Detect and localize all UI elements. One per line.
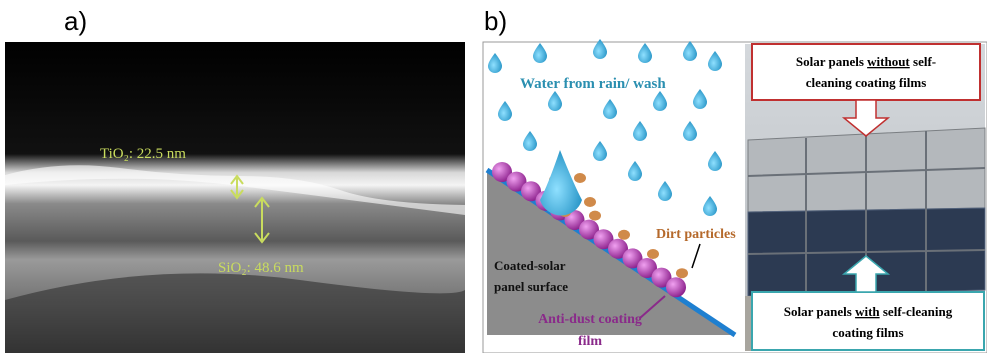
dirt xyxy=(618,230,630,240)
dirt xyxy=(589,211,601,221)
figure: a) TiO₂: 22.5 nm SiO₂: 48.6 nm b) Water … xyxy=(0,0,987,353)
panel-label: a) xyxy=(64,6,87,36)
dirt-label: Dirt particles xyxy=(656,227,736,242)
dirt xyxy=(676,268,688,278)
text-part: coating films xyxy=(832,325,903,340)
sio2-label: SiO₂: 48.6 nm xyxy=(218,260,304,276)
tio2-label: TiO₂: 22.5 nm xyxy=(100,146,186,162)
text-part: self- xyxy=(910,54,936,69)
dirt xyxy=(647,249,659,259)
text-part: without xyxy=(867,54,910,69)
text-part: Solar panels xyxy=(784,304,855,319)
text-part: self-cleaning xyxy=(880,304,953,319)
text-part: Solar panels xyxy=(796,54,867,69)
dirt xyxy=(574,173,586,183)
label-line: panel surface xyxy=(494,279,568,294)
label-line: film xyxy=(578,334,602,349)
panel-label: b) xyxy=(484,6,507,36)
callout-box xyxy=(752,292,984,350)
text-part: cleaning coating films xyxy=(806,75,927,90)
water-label: Water from rain/ wash xyxy=(520,76,666,92)
dirt xyxy=(584,197,596,207)
label-line: Anti-dust coating xyxy=(538,312,642,327)
text-part: with xyxy=(855,304,880,319)
label-line: Coated-solar xyxy=(494,258,566,273)
particle xyxy=(666,277,686,297)
callout-box xyxy=(752,44,980,100)
